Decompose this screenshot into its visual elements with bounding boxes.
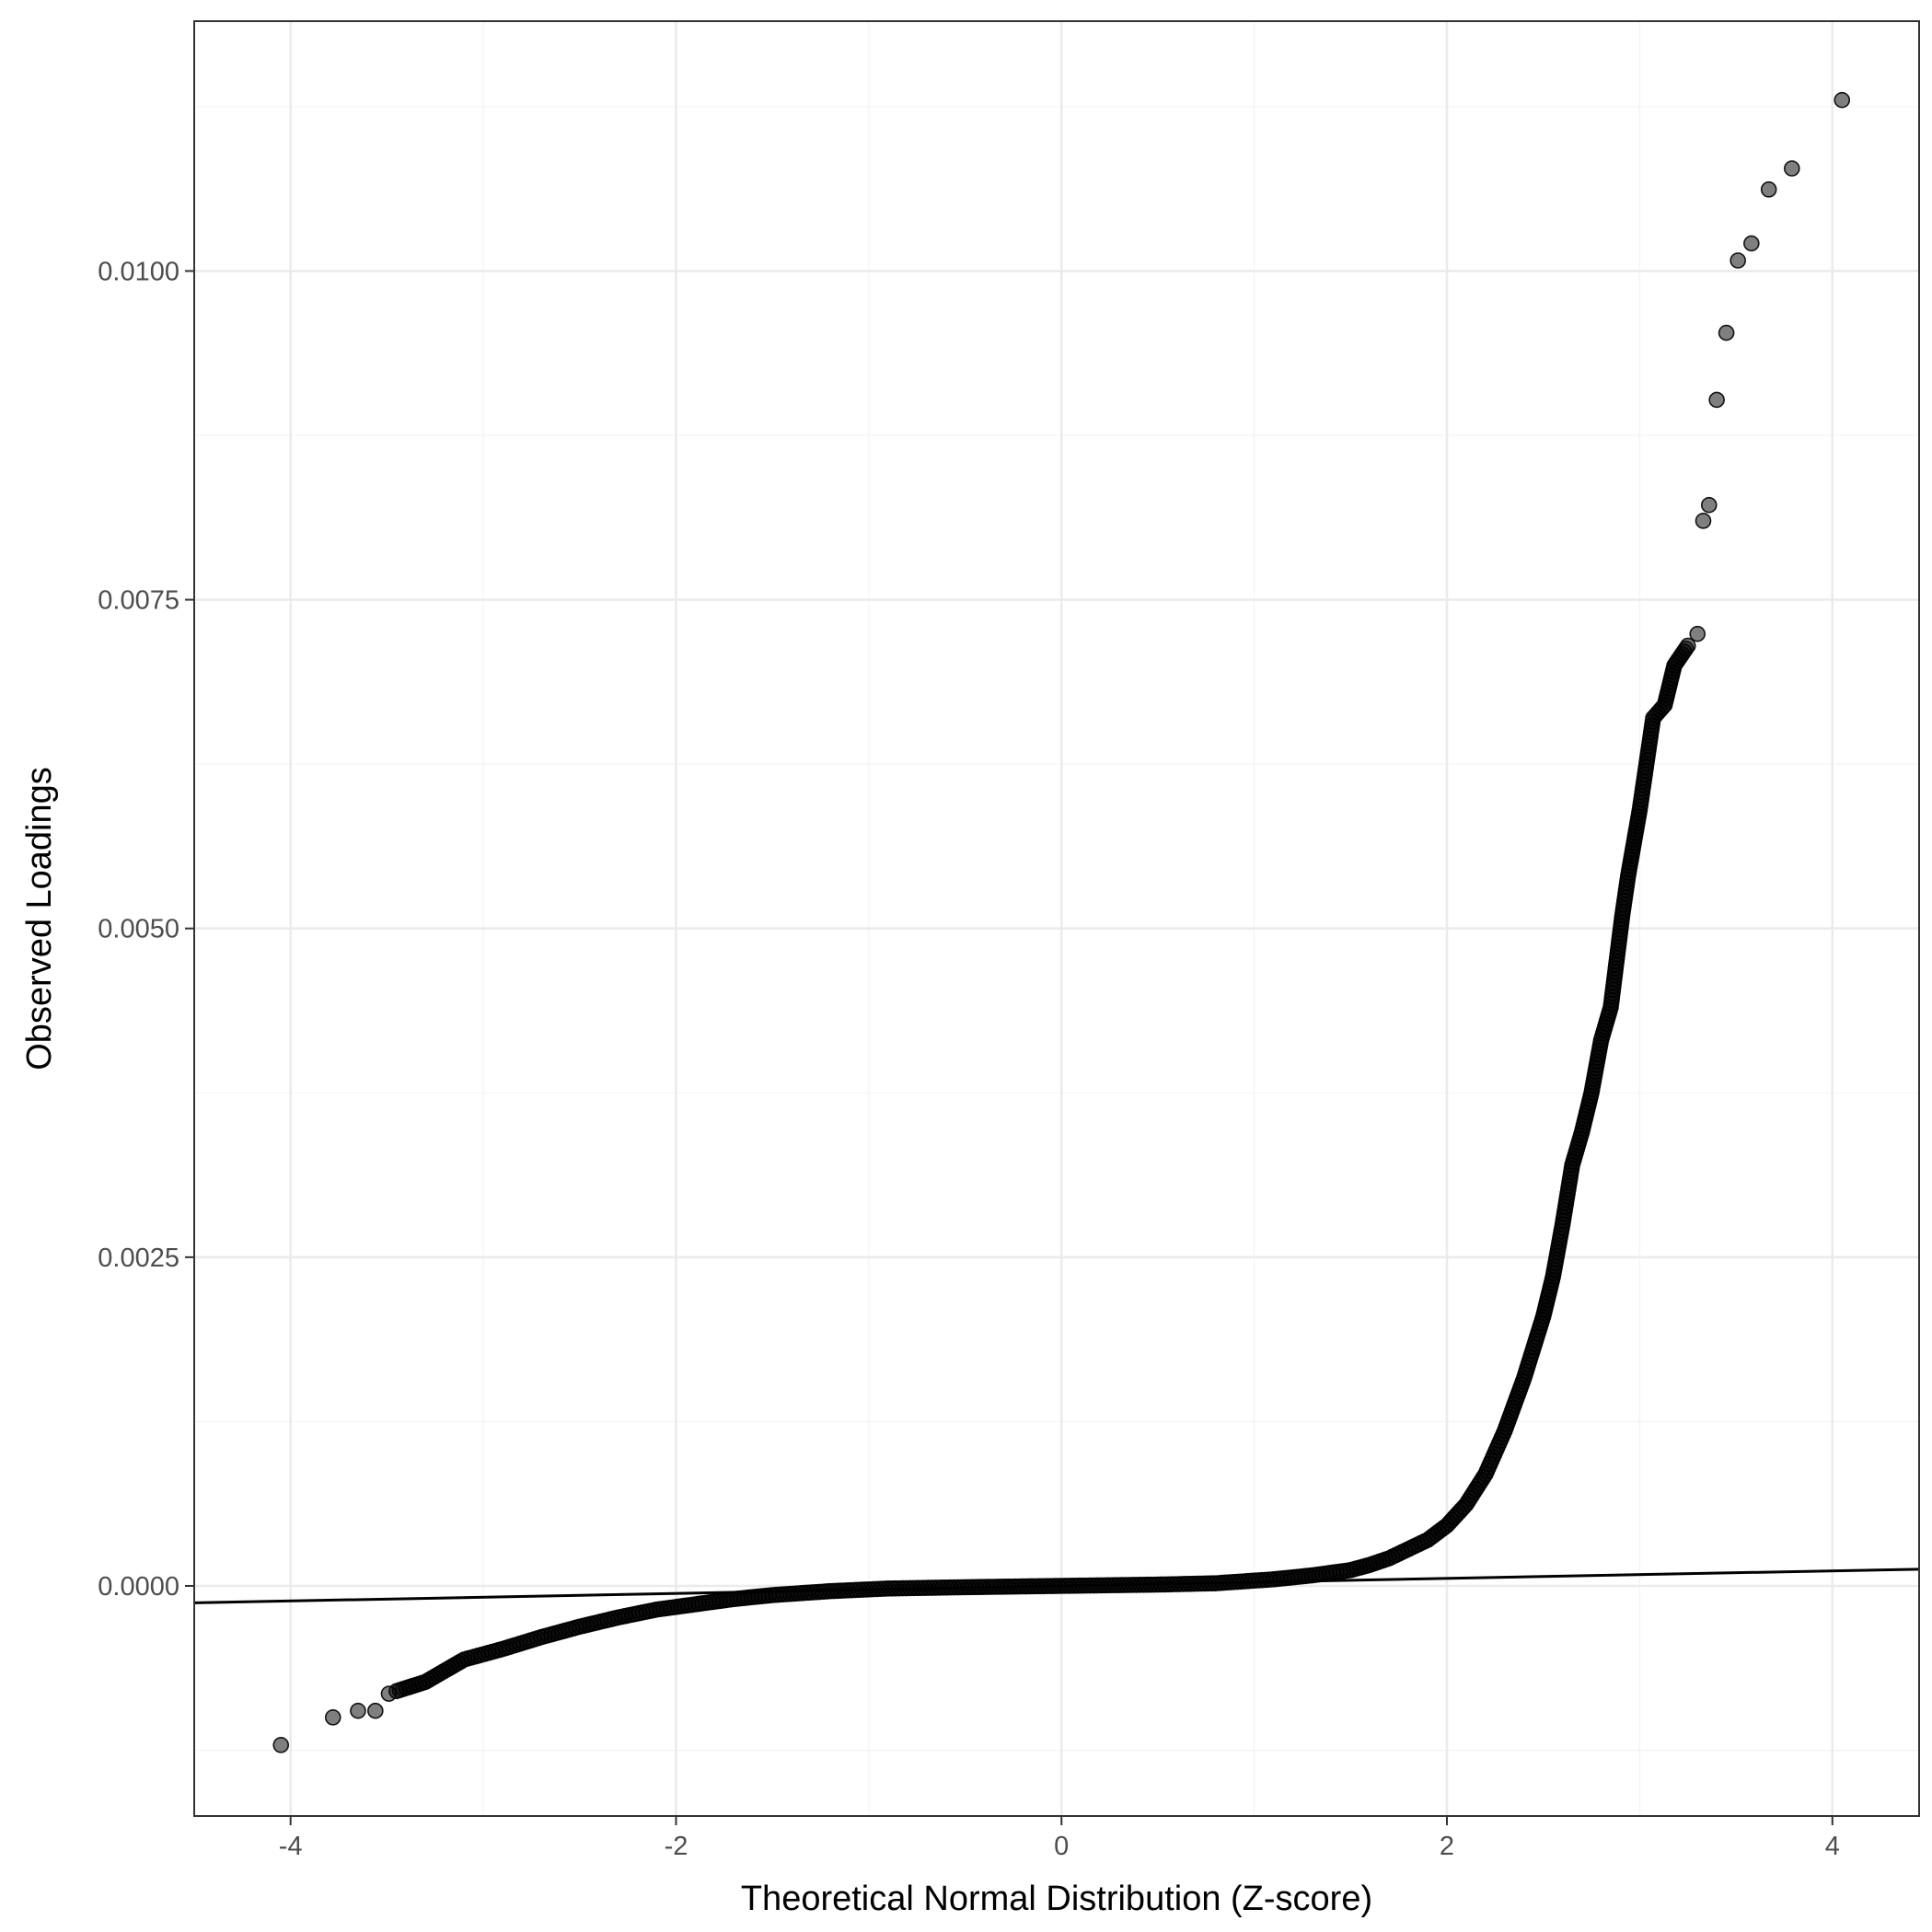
x-tick-label: 2	[1440, 1832, 1454, 1861]
data-point-outlier	[1743, 235, 1760, 252]
data-point-outlier	[1784, 160, 1800, 177]
x-axis: -4 -2 0 2 4	[279, 1816, 1840, 1861]
y-axis-title: Observed Loadings	[20, 767, 59, 1070]
data-point-outlier	[367, 1702, 384, 1719]
y-tick-label: 0.0000	[98, 1572, 179, 1602]
data-point-outlier	[1695, 513, 1712, 529]
y-tick-label: 0.0075	[98, 586, 179, 616]
data-point-outlier	[1730, 252, 1746, 269]
data-point-outlier	[1760, 181, 1777, 198]
y-axis: 0.0000 0.0025 0.0050 0.0075 0.0100	[98, 257, 194, 1602]
y-tick-label: 0.0050	[98, 915, 179, 944]
y-tick-label: 0.0100	[98, 257, 179, 286]
data-points	[272, 91, 1851, 1753]
x-axis-title: Theoretical Normal Distribution (Z-score…	[741, 1880, 1372, 1918]
x-tick-label: -4	[279, 1832, 303, 1861]
data-point-outlier	[1700, 496, 1718, 514]
data-point-outlier	[1718, 324, 1735, 341]
data-point-outlier	[1708, 391, 1725, 409]
data-point-outlier	[272, 1737, 290, 1753]
data-point-outlier	[380, 1685, 398, 1702]
plot-panel-border	[193, 20, 1920, 1817]
data-point	[1679, 637, 1696, 654]
x-tick-label: 4	[1825, 1832, 1840, 1861]
data-point-outlier	[324, 1709, 341, 1726]
data-point-outlier	[350, 1702, 366, 1719]
plot-panel-background	[194, 21, 1919, 1816]
x-tick-label: 0	[1054, 1832, 1069, 1861]
y-tick-label: 0.0025	[98, 1244, 179, 1273]
x-tick-label: -2	[665, 1832, 688, 1861]
data-point-outlier	[1834, 91, 1851, 109]
data-point-outlier	[1689, 625, 1706, 642]
